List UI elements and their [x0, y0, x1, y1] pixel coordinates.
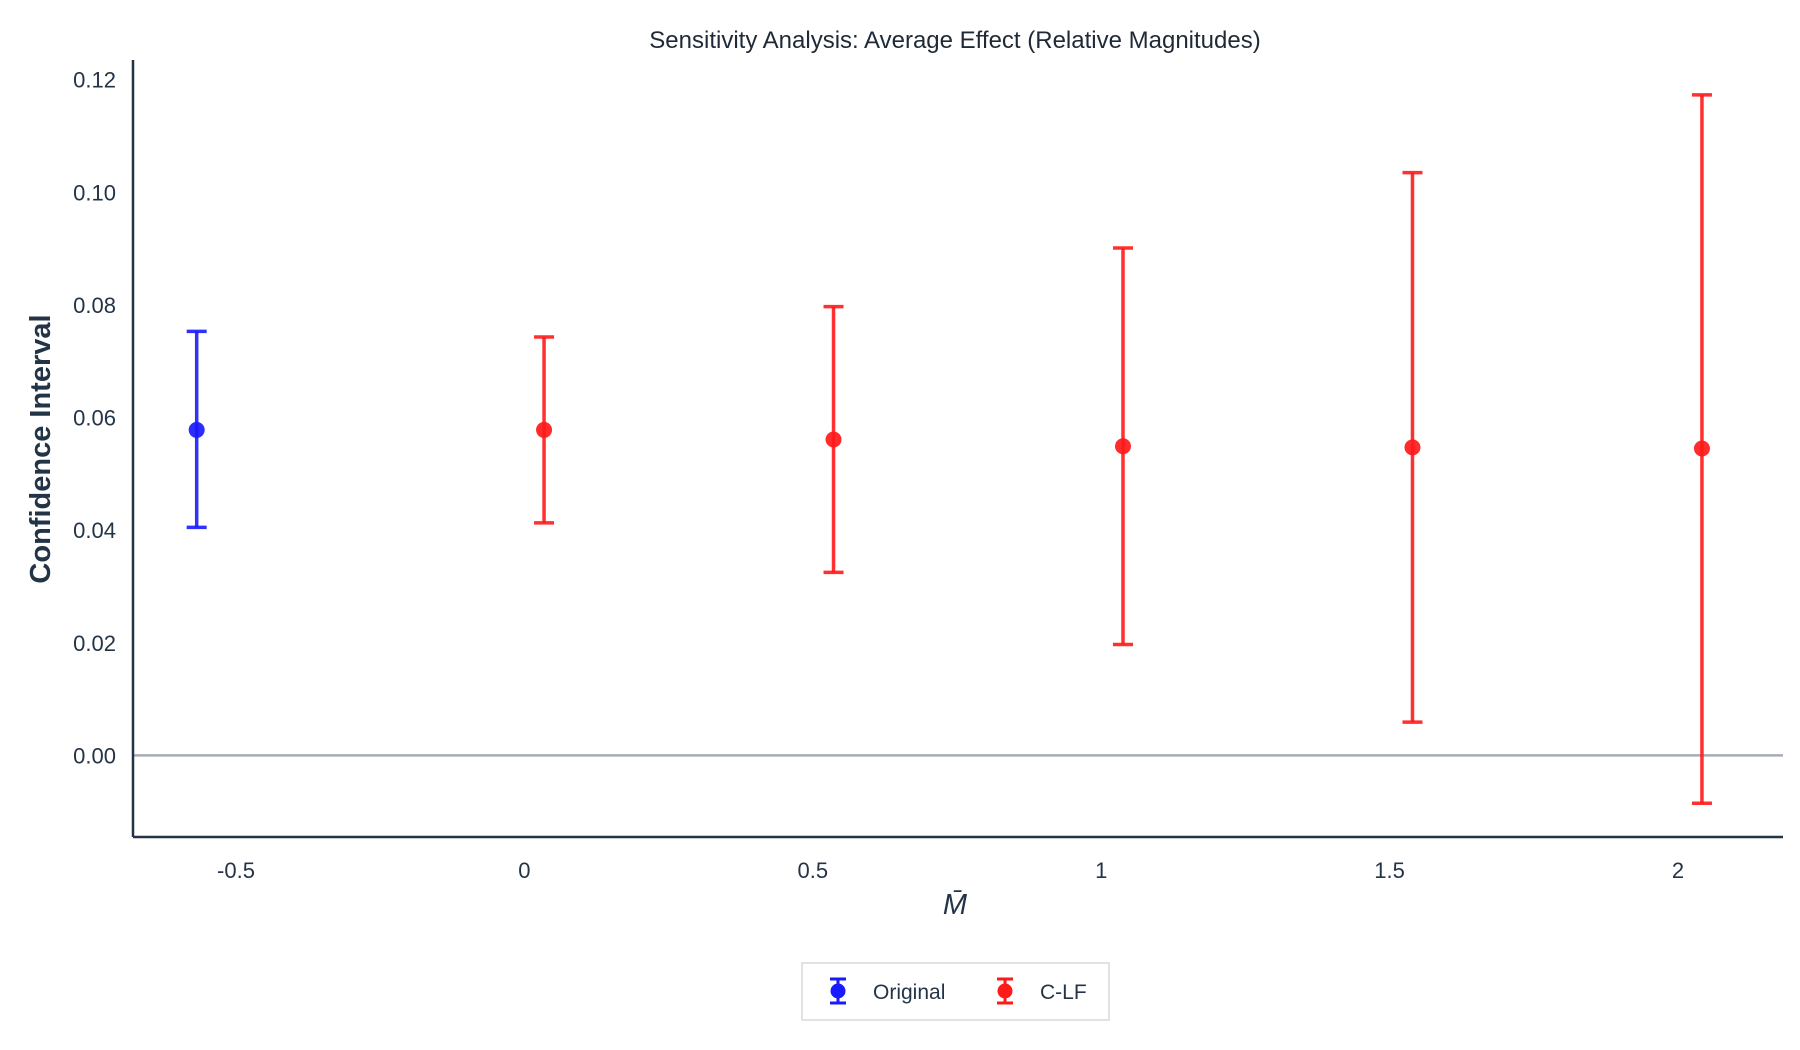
y-tick-label: 0.06	[73, 406, 116, 431]
legend-item: Original	[830, 977, 945, 1005]
series-c-lf	[534, 93, 1712, 805]
y-axis-ticks: 0.00 0.02 0.04 0.06 0.08 0.10 0.12	[73, 68, 116, 769]
y-tick-label: 0.04	[73, 518, 116, 543]
x-axis-ticks: -0.5 0 0.5 1 1.5 2	[217, 858, 1684, 883]
legend-item: C-LF	[997, 977, 1087, 1005]
legend-marker-dot	[997, 983, 1013, 999]
x-tick-label: 2	[1672, 858, 1684, 883]
series-original	[186, 329, 207, 530]
legend-label: Original	[873, 981, 945, 1004]
y-tick-label: 0.10	[73, 180, 116, 205]
y-tick-label: 0.08	[73, 293, 116, 318]
data-point	[1404, 439, 1421, 456]
y-tick-label: 0.02	[73, 631, 116, 656]
y-axis-label: Confidence Interval	[25, 314, 57, 583]
plot-area	[131, 60, 1783, 839]
data-point	[188, 421, 205, 438]
x-tick-label: 1	[1095, 858, 1107, 883]
data-point	[1115, 438, 1131, 455]
legend-label: C-LF	[1040, 981, 1087, 1004]
legend-box	[801, 962, 1110, 1021]
x-tick-label: 1.5	[1374, 858, 1405, 883]
x-tick-label: 0	[518, 858, 530, 883]
y-tick-label: 0.12	[73, 68, 116, 93]
x-tick-label: -0.5	[217, 858, 255, 883]
data-point	[1693, 440, 1710, 457]
y-tick-label: 0.00	[73, 743, 116, 768]
x-tick-label: 0.5	[798, 858, 829, 883]
legend-marker-dot	[830, 983, 846, 999]
data-point	[825, 431, 842, 448]
legend: Original C-LF	[801, 962, 1110, 1021]
data-point	[536, 421, 553, 438]
chart-title: Sensitivity Analysis: Average Effect (Re…	[649, 27, 1260, 54]
x-axis-label: M̄	[943, 889, 968, 921]
